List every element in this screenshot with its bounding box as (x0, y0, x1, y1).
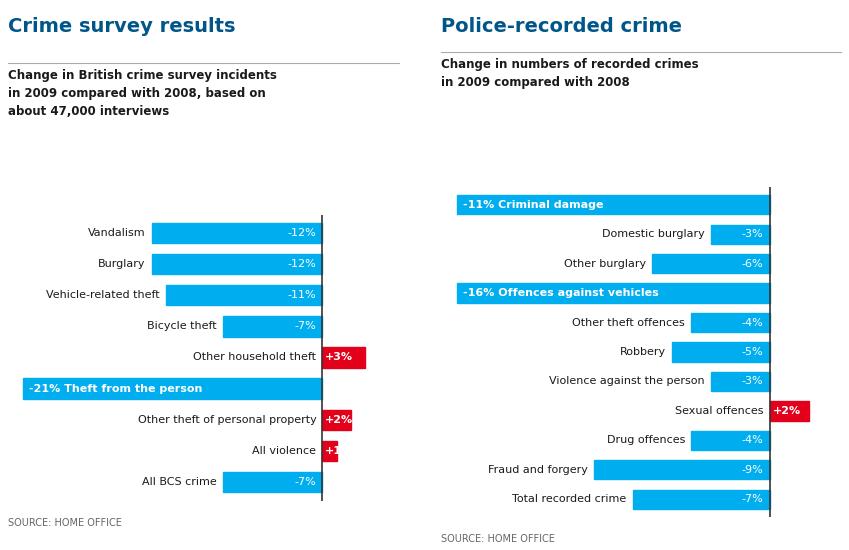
Text: Domestic burglary: Domestic burglary (602, 229, 705, 239)
Text: -12%: -12% (288, 259, 317, 270)
Text: Change in British crime survey incidents
in 2009 compared with 2008, based on
ab: Change in British crime survey incidents… (8, 69, 278, 118)
Text: SOURCE: HOME OFFICE: SOURCE: HOME OFFICE (8, 518, 122, 528)
Bar (691, 313, 769, 332)
Bar (323, 348, 365, 367)
Text: Total recorded crime: Total recorded crime (512, 494, 627, 504)
Text: Vehicle-related theft: Vehicle-related theft (46, 290, 160, 300)
Text: Bicycle theft: Bicycle theft (147, 321, 216, 332)
Bar (633, 490, 769, 509)
Text: +1%: +1% (325, 446, 353, 456)
Bar (593, 460, 769, 480)
Text: All BCS crime: All BCS crime (142, 477, 216, 487)
Bar (323, 441, 336, 461)
Text: +2%: +2% (773, 406, 801, 416)
Text: Other household theft: Other household theft (194, 353, 317, 362)
Text: -4%: -4% (741, 436, 763, 446)
Text: Crime survey results: Crime survey results (8, 16, 236, 36)
Bar (457, 283, 769, 302)
Bar (457, 195, 769, 215)
Text: -9%: -9% (741, 465, 763, 475)
Bar (711, 372, 769, 391)
Text: -6%: -6% (742, 258, 763, 268)
Text: Police-recorded crime: Police-recorded crime (441, 16, 683, 36)
Text: -12%: -12% (288, 228, 317, 238)
Text: -4%: -4% (741, 317, 763, 328)
Text: -21% Theft from the person: -21% Theft from the person (30, 383, 203, 394)
Text: Other burglary: Other burglary (564, 258, 646, 268)
Text: Change in numbers of recorded crimes
in 2009 compared with 2008: Change in numbers of recorded crimes in … (441, 58, 699, 89)
Bar (652, 254, 769, 273)
Text: Violence against the person: Violence against the person (549, 376, 705, 387)
Bar (769, 402, 808, 421)
Text: Fraud and forgery: Fraud and forgery (487, 465, 588, 475)
Text: -7%: -7% (741, 494, 763, 504)
Bar (151, 254, 323, 274)
Text: -3%: -3% (742, 229, 763, 239)
Text: Drug offences: Drug offences (607, 436, 685, 446)
Text: Other theft of personal property: Other theft of personal property (138, 415, 317, 425)
Text: Burglary: Burglary (98, 259, 145, 270)
Text: +2%: +2% (325, 415, 353, 425)
Text: -5%: -5% (742, 347, 763, 357)
Bar (24, 378, 323, 399)
Bar (672, 343, 769, 361)
Text: -7%: -7% (295, 321, 317, 332)
Text: -7%: -7% (295, 477, 317, 487)
Text: -16% Offences against vehicles: -16% Offences against vehicles (464, 288, 659, 298)
Bar (711, 224, 769, 244)
Text: -3%: -3% (742, 376, 763, 387)
Text: Robbery: Robbery (620, 347, 666, 357)
Bar (166, 285, 323, 305)
Text: -11%: -11% (288, 290, 317, 300)
Text: All violence: All violence (252, 446, 317, 456)
Text: -11% Criminal damage: -11% Criminal damage (464, 200, 604, 210)
Text: SOURCE: HOME OFFICE: SOURCE: HOME OFFICE (441, 535, 555, 544)
Text: Sexual offences: Sexual offences (675, 406, 763, 416)
Bar (222, 316, 323, 337)
Bar (323, 410, 351, 430)
Text: Vandalism: Vandalism (88, 228, 145, 238)
Text: Other theft offences: Other theft offences (572, 317, 685, 328)
Text: +3%: +3% (325, 353, 353, 362)
Bar (222, 472, 323, 492)
Bar (151, 223, 323, 243)
Bar (691, 431, 769, 450)
